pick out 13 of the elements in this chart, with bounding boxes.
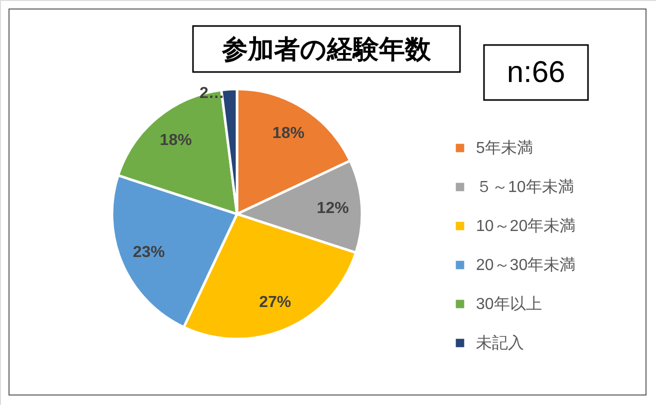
legend-label: 20～30年未満 [476, 256, 576, 274]
data-label: 18% [160, 132, 192, 150]
data-label: 12% [316, 200, 349, 217]
text: n:66 [506, 56, 566, 89]
legend-label: 未記入 [476, 334, 524, 352]
data-label: 18% [272, 124, 304, 142]
chart-title: 参加者の経験年数 [221, 34, 432, 64]
legend-label: 5年未満 [476, 139, 533, 157]
data-label: 23% [132, 244, 165, 262]
legend-label: 30年以上 [476, 295, 542, 313]
legend-label: 10～20年未満 [476, 217, 576, 235]
legend-label: ５～10年未満 [476, 178, 574, 196]
data-label: 27% [259, 294, 292, 312]
